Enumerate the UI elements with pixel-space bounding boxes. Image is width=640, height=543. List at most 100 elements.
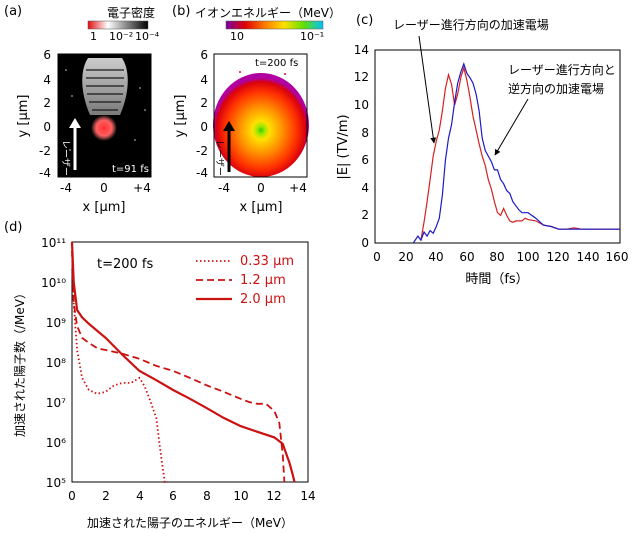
panel-d-series-line-1 xyxy=(71,250,169,483)
panel-d-y-tick: 10¹¹ xyxy=(41,236,66,250)
panel-c-plot-area xyxy=(374,49,621,244)
panel-d-plot-area xyxy=(71,241,309,483)
panel-d-y-tick: 10⁹ xyxy=(46,316,66,330)
panel-c: (c) レーザー進行方向の加速電場 レーザー進行方向と 逆方向の加速電場 0 2… xyxy=(336,13,628,287)
panel-b-x-tick: -4 xyxy=(218,181,230,195)
panel-c-x-tick: 60 xyxy=(459,250,474,264)
panel-b: (b) イオンエネルギー（MeV） 10 10⁻¹ t=200 fs レーザー … xyxy=(172,4,341,215)
panel-d-x-tick: 10 xyxy=(233,489,248,503)
panel-a-y-tick: 6 xyxy=(43,48,51,62)
panel-b-y-axis-label: y [μm] xyxy=(173,95,188,138)
panel-c-series-layer xyxy=(412,61,620,244)
panel-a: (a) 電子密度 1 10⁻² 10⁻⁴ レーザー t=91 fs 6 4 2 xyxy=(4,4,160,215)
panel-a-striations xyxy=(86,69,124,111)
panel-b-label: (b) xyxy=(172,4,190,19)
panel-c-y-tick: 0 xyxy=(361,236,369,250)
panel-b-y-tick: 0 xyxy=(200,120,208,134)
panel-a-colorbar-tick-3: 10⁻⁴ xyxy=(135,30,160,43)
panel-a-y-axis-label: y [μm] xyxy=(16,95,31,138)
panel-c-annotation-forward: レーザー進行方向の加速電場 xyxy=(393,17,549,32)
panel-d-x-axis-label: 加速された陽子のエネルギー（MeV） xyxy=(87,516,293,530)
panel-d-x-ticks: 0 2 4 6 8 10 12 14 xyxy=(68,489,315,503)
panel-c-annotation-backward-1: レーザー進行方向と xyxy=(508,62,616,77)
panel-b-ion-disc xyxy=(213,73,309,177)
panel-d-y-ticks: 10¹¹ 10¹⁰ 10⁹ 10⁸ 10⁷ 10⁶ 10⁵ xyxy=(41,236,66,490)
panel-b-y-tick: -4 xyxy=(196,166,208,180)
panel-c-y-ticks: 0 2 4 6 8 10 12 14 xyxy=(354,43,369,250)
panel-a-colorbar-tick-2: 10⁻² xyxy=(109,30,133,43)
panel-d-x-tick: 14 xyxy=(300,489,315,503)
panel-c-y-tick: 14 xyxy=(354,43,369,57)
panel-b-x-tick: +4 xyxy=(289,181,307,195)
legend-label-3: 2.0 μm xyxy=(240,292,286,307)
panel-a-x-axis-label: x [μm] xyxy=(83,200,126,215)
panel-c-y-tick: 4 xyxy=(361,181,369,195)
panel-a-x-ticks: -4 0 +4 xyxy=(60,181,151,195)
panel-a-frame xyxy=(57,53,152,178)
panel-d-series-layer xyxy=(70,241,296,483)
panel-d-x-tick: 6 xyxy=(169,489,177,503)
panel-a-laser-arrowhead xyxy=(69,118,81,128)
panel-b-laser-arrowhead xyxy=(223,121,235,131)
panel-a-speckles xyxy=(65,69,146,151)
panel-d-x-tick: 0 xyxy=(68,489,76,503)
panel-c-x-axis-label: 時間（fs） xyxy=(465,272,528,287)
panel-d-x-tick: 2 xyxy=(102,489,110,503)
panel-a-time: t=91 fs xyxy=(112,164,149,175)
legend-label-1: 0.33 μm xyxy=(240,254,294,269)
panel-c-x-tick: 20 xyxy=(398,250,413,264)
panel-d-y-tick: 10⁵ xyxy=(46,476,66,490)
panel-b-y-tick: 2 xyxy=(200,96,208,110)
panel-b-colorbar-tick-1: 10 xyxy=(230,30,244,43)
panel-c-annotation-backward-2: 逆方向の加速電場 xyxy=(508,81,604,96)
panel-b-colorbar xyxy=(225,20,324,30)
panel-a-y-tick: -4 xyxy=(39,166,51,180)
panel-c-x-tick: 40 xyxy=(428,250,443,264)
panel-a-y-tick: 2 xyxy=(43,96,51,110)
panel-d-series-line-2 xyxy=(71,250,286,483)
panel-c-y-axis-label: |E| (TV/m) xyxy=(336,114,351,179)
panel-a-colorbar-title: 電子密度 xyxy=(107,5,155,20)
panel-b-x-tick: 0 xyxy=(257,181,265,195)
panel-d-x-tick: 4 xyxy=(136,489,144,503)
panel-c-x-tick: 160 xyxy=(606,250,629,264)
panel-b-colorbar-tick-2: 10⁻¹ xyxy=(300,30,324,43)
panel-c-y-tick: 10 xyxy=(354,98,369,112)
panel-c-y-tick: 2 xyxy=(361,208,369,222)
panel-c-series-line-2 xyxy=(412,61,620,244)
panel-d-y-tick: 10⁸ xyxy=(46,356,66,370)
panel-a-x-tick: +4 xyxy=(133,181,151,195)
panel-b-x-axis-label: x [μm] xyxy=(240,200,283,215)
panel-c-arrow-backward xyxy=(494,98,529,156)
panel-c-arrow-forward xyxy=(418,35,437,144)
panel-b-frame xyxy=(213,53,308,178)
panel-b-y-tick: -2 xyxy=(196,144,208,158)
panel-b-x-ticks: -4 0 +4 xyxy=(218,181,307,195)
panel-b-y-tick: 6 xyxy=(200,48,208,62)
panel-a-y-tick: 0 xyxy=(43,120,51,134)
panel-a-x-tick: -4 xyxy=(60,181,72,195)
panel-b-time: t=200 fs xyxy=(255,58,298,69)
panel-d-y-tick: 10⁶ xyxy=(46,436,66,450)
panel-d-y-axis-label: 加速された陽子数（/MeV） xyxy=(12,287,27,437)
panel-b-y-tick: 4 xyxy=(200,73,208,87)
panel-b-laser-label: レーザー xyxy=(214,140,225,176)
panel-d-x-tick: 12 xyxy=(266,489,281,503)
panel-c-y-tick: 12 xyxy=(354,70,369,84)
panel-d-series-line-3 xyxy=(70,241,296,483)
panel-a-y-tick: -2 xyxy=(39,144,51,158)
panel-c-x-tick: 0 xyxy=(373,250,381,264)
panel-a-label: (a) xyxy=(4,4,22,19)
legend-label-2: 1.2 μm xyxy=(240,273,286,288)
panel-d-x-tick: 8 xyxy=(203,489,211,503)
panel-c-x-tick: 80 xyxy=(489,250,504,264)
panel-d-y-tick: 10⁷ xyxy=(46,396,66,410)
panel-c-y-tick: 8 xyxy=(361,126,369,140)
panel-c-x-tick: 140 xyxy=(577,250,600,264)
panel-a-x-tick: 0 xyxy=(100,181,108,195)
panel-c-x-ticks: 0 20 40 60 80 100 120 140 160 xyxy=(373,250,628,264)
panel-d-label: (d) xyxy=(4,220,22,235)
panel-b-colorbar-title: イオンエネルギー（MeV） xyxy=(195,6,341,20)
panel-c-y-tick: 6 xyxy=(361,153,369,167)
